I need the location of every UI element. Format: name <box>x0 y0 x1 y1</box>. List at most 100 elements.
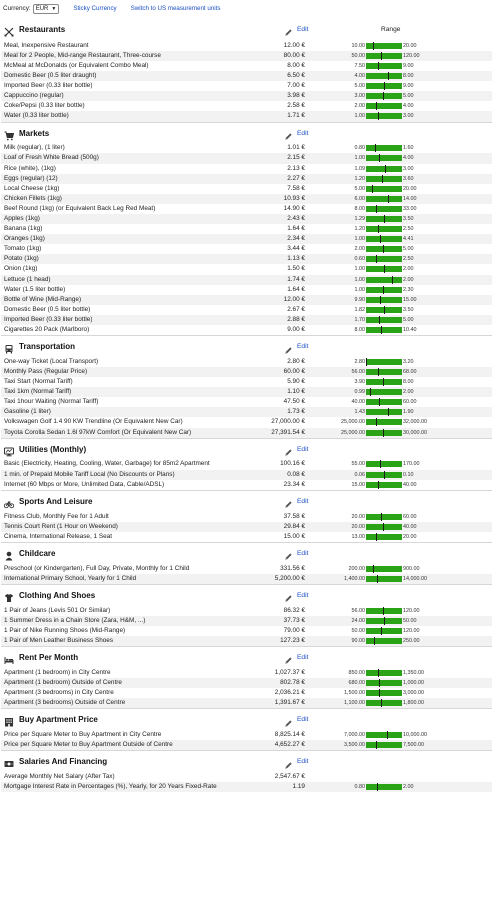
edit-label: Edit <box>297 591 309 599</box>
pencil-icon <box>284 129 293 140</box>
range-cell: 850.00 1,350.00 <box>341 668 491 678</box>
item-name: Chicken Fillets (1kg) <box>4 194 62 202</box>
range-min: 680.00 <box>348 679 366 686</box>
item-price: 2,036.21 € <box>274 688 305 696</box>
range-marker <box>376 102 378 111</box>
sticky-currency-link[interactable]: Sticky Currency <box>73 5 117 12</box>
range-max: 3.50 <box>403 216 414 222</box>
item-price: 1.13 € <box>287 255 305 263</box>
item-price: 2,547.67 € <box>274 772 305 780</box>
edit-link[interactable]: Edit <box>284 19 308 41</box>
item-price: 100.16 € <box>280 460 305 468</box>
item-price: 2.80 € <box>287 357 305 365</box>
range-min: 6.00 <box>354 195 366 202</box>
range-cell: 50.00 120.00 <box>341 51 491 61</box>
range-cell: 55.00 170.00 <box>341 459 491 469</box>
item-name: 1 Pair of Nike Running Shoes (Mid-Range) <box>4 626 126 634</box>
range-marker <box>376 741 378 750</box>
edit-link[interactable]: Edit <box>284 439 308 461</box>
range-bar <box>366 175 402 182</box>
range-cell: 5.00 9.00 <box>341 81 491 91</box>
range-max: 5.00 <box>403 93 414 100</box>
range-max: 2.50 <box>403 256 414 263</box>
pencil-icon <box>284 653 293 665</box>
range-max: 5.00 <box>403 246 414 253</box>
range-marker <box>380 699 382 708</box>
table-row: Loaf of Fresh White Bread (500g) 2.15 € 1.… <box>1 153 492 164</box>
range-max: 8.00 <box>403 379 414 386</box>
range-min: 1.00 <box>354 155 366 162</box>
range-marker <box>372 564 374 573</box>
switch-units-link[interactable]: Switch to US measurement units <box>130 5 221 12</box>
table-row: Preschool (or Kindergarten), Full Day, P… <box>1 564 492 574</box>
range-marker <box>373 41 374 50</box>
edit-link[interactable]: Edit <box>284 491 308 513</box>
range-max: 170.00 <box>403 461 420 468</box>
range-bar <box>366 742 402 749</box>
range-max: 60.00 <box>403 513 417 520</box>
range-bar <box>366 73 402 80</box>
edit-link[interactable]: Edit <box>284 751 308 773</box>
range-bar <box>366 327 402 334</box>
item-name: Tennis Court Rent (1 Hour on Weekend) <box>4 522 118 530</box>
range-bar <box>366 429 402 436</box>
cost-of-living-table: Restaurants Edit Range Meal, Inexpensive Re… <box>1 19 492 793</box>
range-max: 2.00 <box>403 784 414 791</box>
range-cell: 0.80 1.60 <box>341 143 491 153</box>
table-row: 1 min. of Prepaid Mobile Tariff Local (N… <box>1 469 492 480</box>
range-bar <box>366 216 402 222</box>
table-row: Water (1.5 liter bottle) 1.64 € 1.00 2.30 <box>1 285 492 295</box>
edit-link[interactable]: Edit <box>284 123 308 145</box>
range-marker <box>380 626 382 635</box>
pencil-icon <box>284 549 293 561</box>
range-max: 1,000.00 <box>403 679 424 686</box>
range-max: 1.60 <box>403 145 414 152</box>
item-price: 1.19 <box>292 783 305 791</box>
item-price: 2.67 € <box>287 305 305 313</box>
item-price: 3.44 € <box>287 245 305 253</box>
pencil-icon <box>284 497 293 509</box>
table-row: Taxi 1km (Normal Tariff) 1.10 € 0.99 2.00 <box>1 387 492 398</box>
range-cell: 1.20 2.50 <box>341 224 491 234</box>
range-cell: 10.00 20.00 <box>341 41 491 51</box>
edit-link[interactable]: Edit <box>284 585 308 607</box>
item-price: 27,391.54 € <box>271 428 305 436</box>
currency-select[interactable]: EUR ▼ <box>32 3 60 14</box>
range-min: 4.00 <box>354 73 366 80</box>
range-bar <box>366 700 402 707</box>
range-marker <box>383 265 385 274</box>
range-min: 7.50 <box>354 62 366 69</box>
item-price: 2.88 € <box>287 315 305 323</box>
edit-link[interactable]: Edit <box>284 543 308 565</box>
range-marker <box>375 144 377 153</box>
plug-icon <box>4 445 14 456</box>
item-price: 1.71 € <box>287 112 305 120</box>
range-max: 9.00 <box>403 83 414 90</box>
range-cell: 3.00 5.00 <box>341 91 491 101</box>
edit-link[interactable]: Edit <box>284 647 308 669</box>
category-header: Clothing And Shoes Edit <box>1 583 492 607</box>
item-name: Tomato (1kg) <box>4 245 42 253</box>
range-bar <box>366 145 402 152</box>
range-max: 33.00 <box>403 205 417 212</box>
pencil-icon <box>284 25 293 37</box>
table-row: Cappuccino (regular) 3.98 € 3.00 5.00 <box>1 91 492 102</box>
range-max: 20.00 <box>403 533 417 540</box>
table-row: Imported Beer (0.33 liter bottle) 7.00 € 5… <box>1 81 492 91</box>
range-min: 1.00 <box>354 286 366 293</box>
range-max: 120.00 <box>403 607 420 614</box>
range-min: 90.00 <box>351 637 366 644</box>
item-name: Volkswagen Golf 1.4 90 KW Trendline (Or … <box>4 418 183 426</box>
range-bar <box>366 236 402 243</box>
item-name: Rice (white), (1kg) <box>4 164 56 172</box>
edit-link[interactable]: Edit <box>284 709 308 731</box>
category-header: Restaurants Edit Range <box>1 19 492 41</box>
range-max: 3.00 <box>403 113 414 120</box>
range-marker <box>380 295 382 304</box>
range-bar <box>366 513 402 520</box>
range-bar <box>366 399 402 406</box>
range-max: 900.00 <box>403 565 420 572</box>
category-header: Rent Per Month Edit <box>1 645 492 669</box>
range-bar <box>366 627 402 634</box>
edit-link[interactable]: Edit <box>284 336 308 358</box>
